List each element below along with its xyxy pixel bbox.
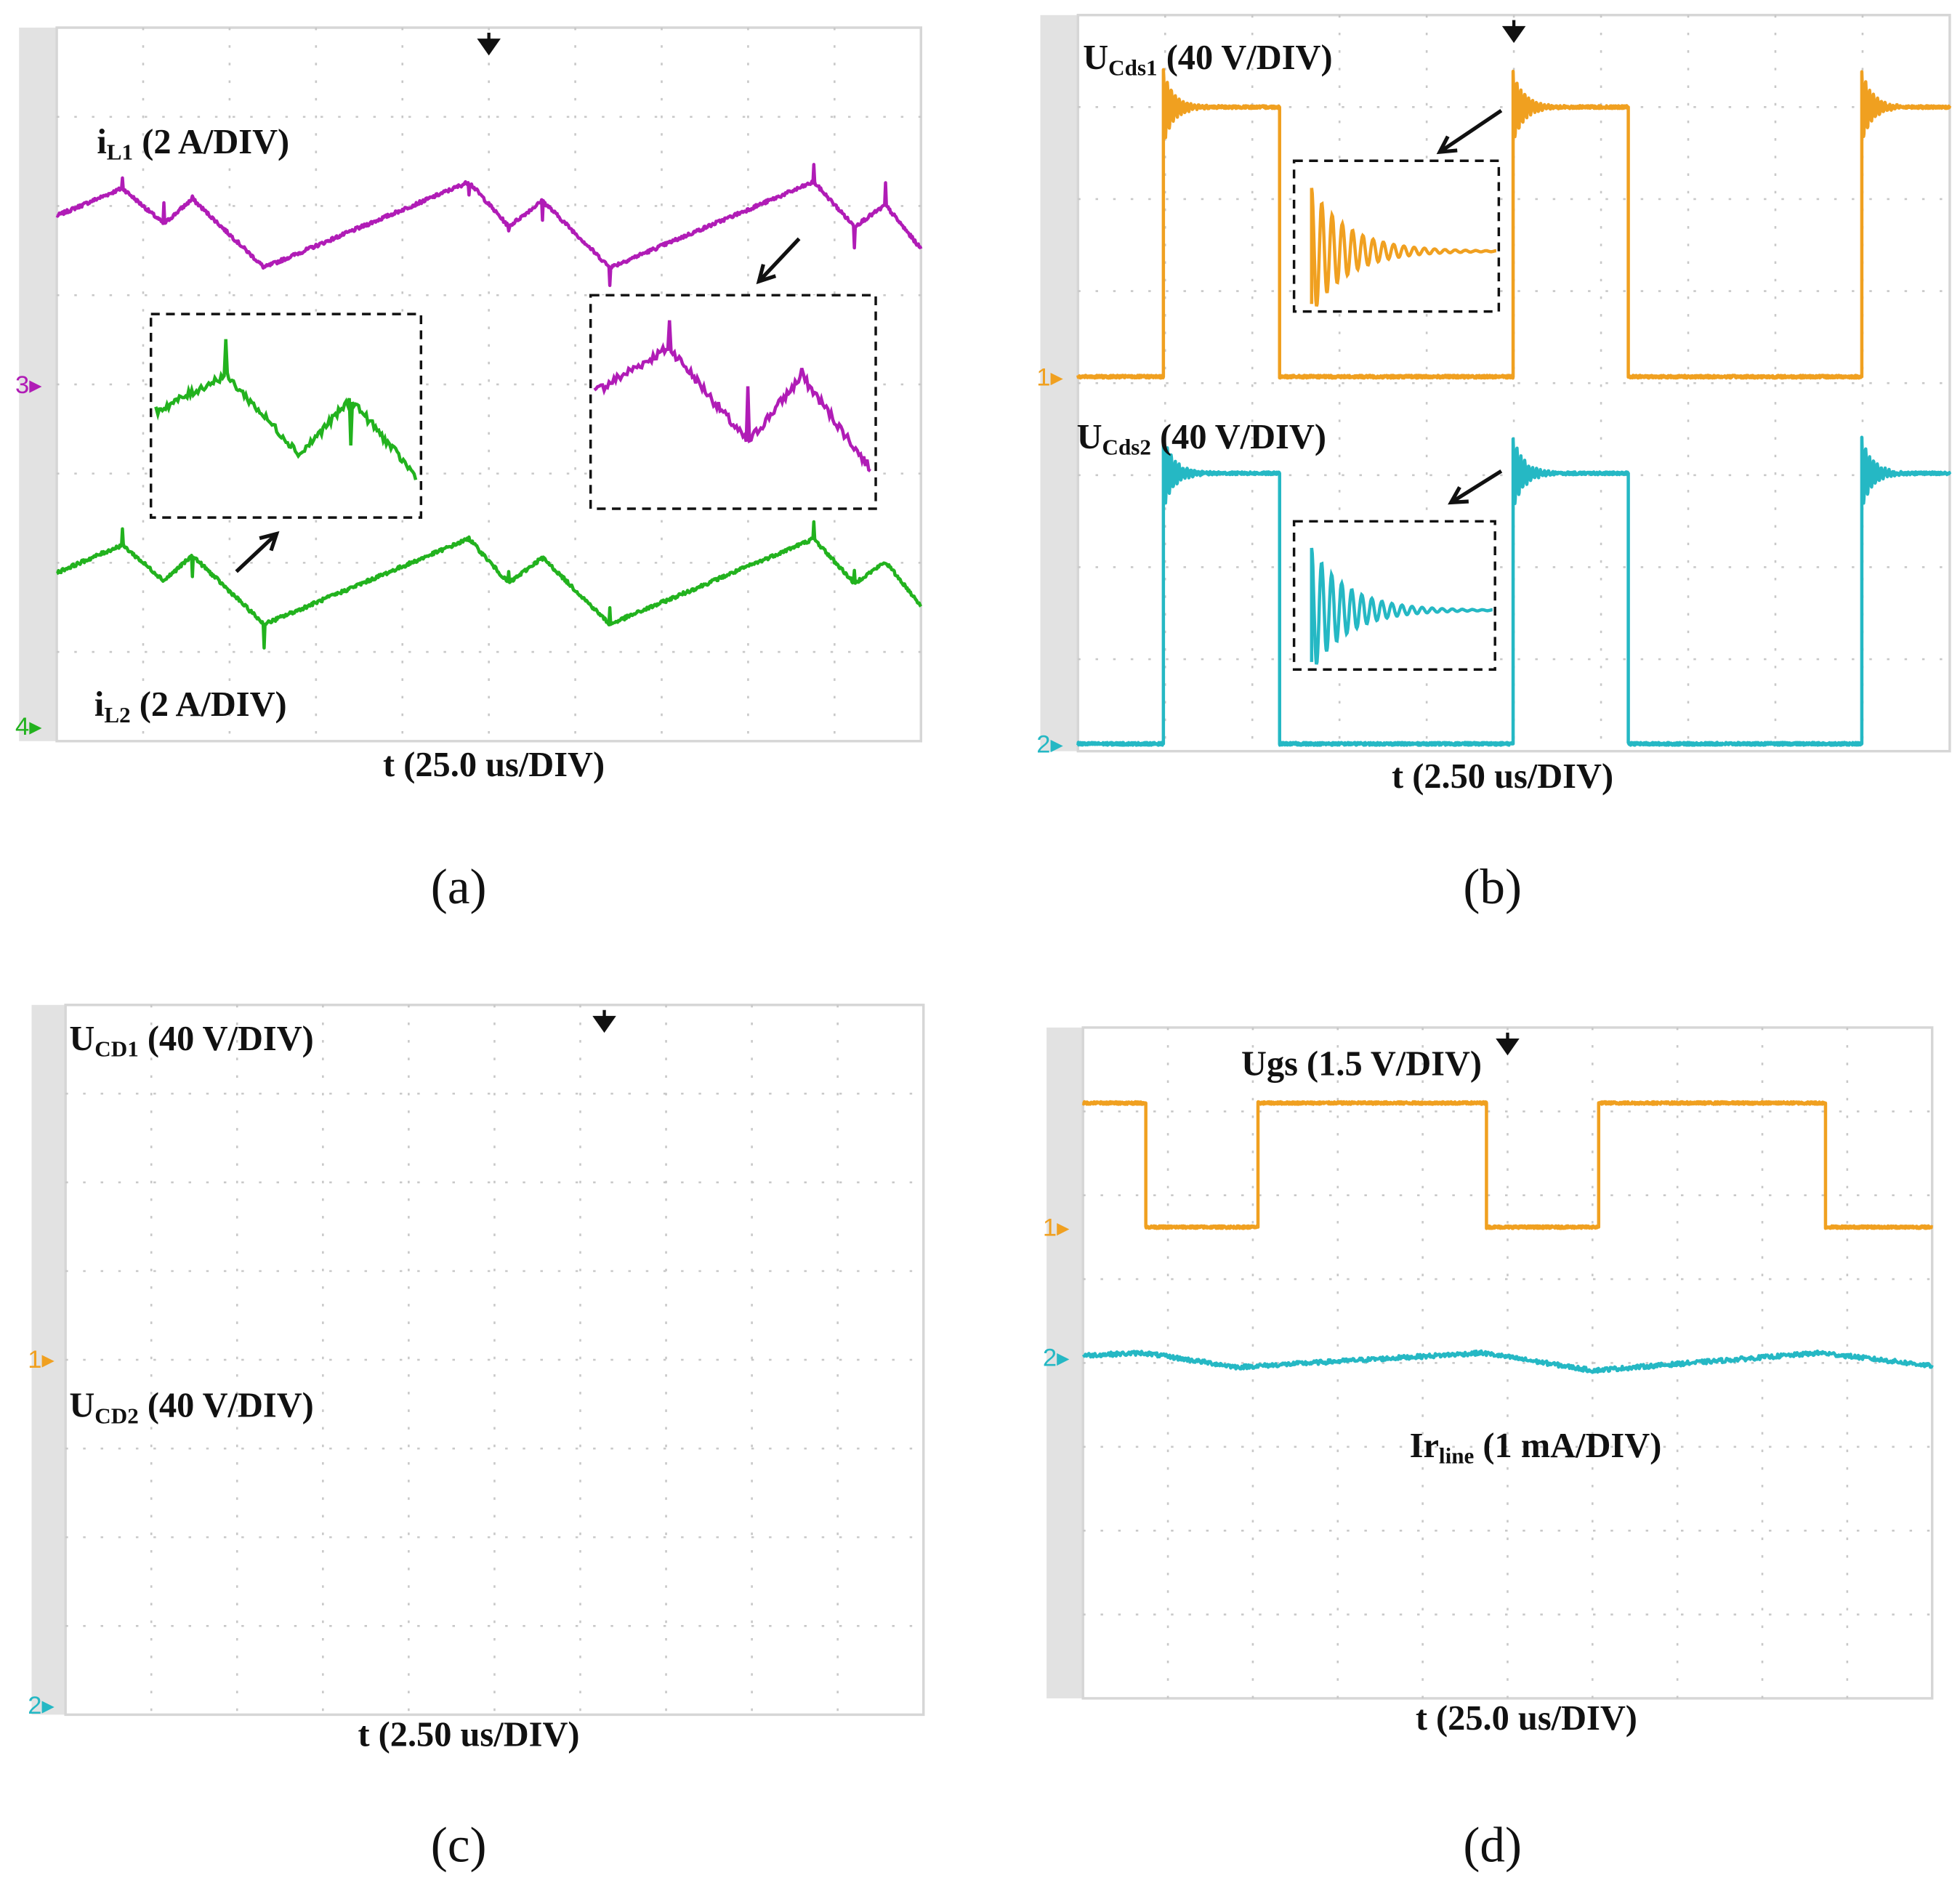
label-sub: Cds1 <box>1108 55 1157 81</box>
inset-trace-iL2 <box>154 339 418 480</box>
trace-iL2 <box>56 520 923 650</box>
scope-panel-b: 1▸UCds1 (40 V/DIV)2▸UCds2 (40 V/DIV)t (2… <box>1036 14 1952 914</box>
trigger-arrow-icon <box>1496 1032 1520 1056</box>
label-rest: (40 V/DIV) <box>1151 418 1326 456</box>
label-sub: line <box>1439 1443 1474 1469</box>
zoom-inset-box <box>589 294 877 510</box>
label-rest: (1.5 V/DIV) <box>1298 1045 1482 1084</box>
label-main: i <box>97 123 106 161</box>
channel-marker-2: 2▸ <box>1036 731 1063 759</box>
label-main: Ir <box>1410 1427 1439 1465</box>
label-main: U <box>69 1020 94 1058</box>
label-rest: (40 V/DIV) <box>139 1387 314 1425</box>
trace-label-UCD2: UCD2 (40 V/DIV) <box>69 1387 313 1429</box>
channel-strip <box>31 1004 66 1715</box>
label-rest: (2 A/DIV) <box>133 123 289 161</box>
trace-UCds2 <box>1076 435 1952 747</box>
label-rest: (2 A/DIV) <box>131 685 287 724</box>
channel-marker-3: 3▸ <box>15 371 42 399</box>
trace-label-UCds1: UCds1 (40 V/DIV) <box>1083 39 1332 81</box>
trigger-arrow-icon <box>592 1009 616 1033</box>
scope-panel-c: 1▸UCD1 (40 V/DIV)2▸UCD2 (40 V/DIV)t (2.5… <box>28 1004 925 1873</box>
zoom-arrow-icon <box>1436 108 1503 155</box>
label-sub: CD1 <box>94 1036 139 1062</box>
label-sub: CD2 <box>94 1403 139 1428</box>
scope-panel-a: 3▸iL1 (2 A/DIV)4▸iL2 (2 A/DIV)t (25.0 us… <box>15 26 923 914</box>
panel-caption: (a) <box>431 858 487 914</box>
channel-marker-2: 2▸ <box>28 1692 55 1719</box>
panel-caption: (d) <box>1463 1817 1522 1873</box>
x-axis-label: t (25.0 us/DIV) <box>1416 1699 1637 1738</box>
trace-label-iL2: iL2 (2 A/DIV) <box>94 685 287 727</box>
inset-trace-UCds1 <box>1310 188 1496 307</box>
inset-trace-UCds2 <box>1310 547 1493 665</box>
trace-label-UCD1: UCD1 (40 V/DIV) <box>69 1020 313 1062</box>
label-rest: (40 V/DIV) <box>139 1020 314 1058</box>
zoom-arrow-icon <box>1448 469 1503 505</box>
label-rest: (1 mA/DIV) <box>1474 1427 1661 1465</box>
channel-strip <box>1046 1027 1084 1698</box>
label-main: U <box>1077 418 1102 456</box>
label-sub: L1 <box>107 140 133 165</box>
trace-Ugs <box>1081 1100 1934 1230</box>
trace-label-iL1: iL1 (2 A/DIV) <box>97 123 289 165</box>
scope-panel-d: 1▸ Ugs (1.5 V/DIV) 2▸ Irline (1 mA/DIV) t (2… <box>1043 1026 1934 1873</box>
label-main: i <box>94 685 104 724</box>
channel-strip <box>19 28 57 741</box>
x-axis-label: t (2.50 us/DIV) <box>358 1716 579 1754</box>
trace-label-Ugs: Ugs (1.5 V/DIV) <box>1241 1045 1482 1084</box>
panel-caption: (c) <box>431 1817 487 1873</box>
channel-marker-2: 2▸ <box>1043 1344 1070 1371</box>
x-axis-label: t (2.50 us/DIV) <box>1392 757 1613 796</box>
trace-iL1 <box>55 163 923 287</box>
zoom-inset-box <box>149 313 423 519</box>
zoom-arrow-icon <box>756 237 801 285</box>
trace-UCds1 <box>1076 68 1952 380</box>
channel-marker-1: 1▸ <box>1043 1214 1070 1242</box>
label-rest: (40 V/DIV) <box>1158 39 1333 77</box>
trigger-arrow-icon <box>1501 20 1526 44</box>
zoom-arrow-icon <box>235 531 280 573</box>
channel-strip <box>1040 15 1078 751</box>
trace-label-UCds2: UCds2 (40 V/DIV) <box>1077 418 1326 460</box>
trigger-arrow-icon <box>477 32 501 56</box>
channel-marker-1: 1▸ <box>1036 363 1063 391</box>
channel-marker-4: 4▸ <box>15 713 42 741</box>
label-sub: Cds2 <box>1102 435 1151 460</box>
inset-trace-iL1 <box>593 320 871 473</box>
channel-marker-1: 1▸ <box>28 1346 55 1374</box>
trace-label-Irline: Irline (1 mA/DIV) <box>1410 1427 1662 1469</box>
label-main: U <box>69 1387 94 1425</box>
label-sub: L2 <box>104 702 130 727</box>
trace-Irline <box>1081 1349 1934 1374</box>
x-axis-label: t (25.0 us/DIV) <box>383 746 605 784</box>
label-main: U <box>1083 39 1108 77</box>
panel-caption: (b) <box>1463 858 1522 914</box>
label-main: Ugs <box>1241 1045 1298 1084</box>
